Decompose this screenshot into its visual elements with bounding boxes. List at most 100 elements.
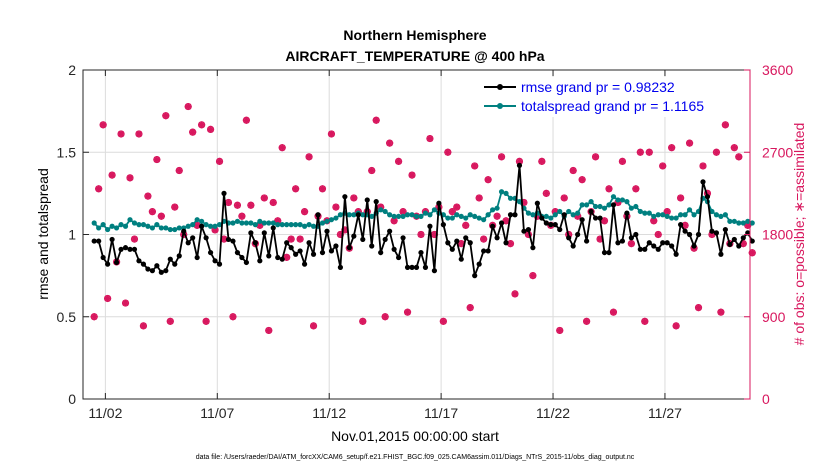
totalspread-series-point <box>530 212 536 218</box>
rmse-series-point <box>400 235 406 241</box>
totalspread-series-point <box>409 212 415 218</box>
totalspread-series-point <box>306 222 312 228</box>
obs-assimilated-point <box>157 212 165 220</box>
rmse-series-point <box>619 238 626 244</box>
totalspread-series-point <box>216 222 223 228</box>
rmse-series-point <box>543 220 549 226</box>
rmse-series-point <box>181 228 187 234</box>
totalspread-series-point <box>543 213 549 220</box>
obs-assimilated-point <box>301 208 309 216</box>
totalspread-series-point <box>727 218 733 224</box>
y-tick-label-left: 0.5 <box>57 309 77 325</box>
obs-assimilated-point <box>695 304 703 312</box>
totalspread-series-point <box>118 222 124 228</box>
rmse-series-point <box>525 226 532 233</box>
obs-assimilated-point <box>399 208 407 216</box>
obs-assimilated-point <box>189 128 197 136</box>
obs-assimilated-point <box>296 235 304 243</box>
obs-assimilated-point <box>238 212 246 220</box>
rmse-series-point <box>261 230 267 236</box>
totalspread-series-point <box>624 199 630 205</box>
rmse-series-point <box>185 240 191 246</box>
axes-layer: 11/02 11/07 11/12 11/17 11/22 11/27 0 0.5 1 1.5 2 0… <box>57 62 794 421</box>
rmse-series-point <box>646 240 652 246</box>
totalspread-series-point <box>601 205 608 211</box>
totalspread-series-point <box>584 202 590 208</box>
y-tick-label-left: 1.5 <box>57 144 77 160</box>
obs-assimilated-point <box>108 171 116 179</box>
obs-assimilated-point <box>439 317 447 325</box>
obs-assimilated-point <box>216 157 224 165</box>
obs-assimilated-point <box>224 199 232 207</box>
totalspread-series-point <box>592 203 599 210</box>
rmse-series-point <box>310 251 317 257</box>
legend-spread-marker <box>497 103 503 109</box>
totalspread-series-point <box>610 194 617 200</box>
obs-assimilated-point <box>650 217 658 225</box>
rmse-series-point <box>651 243 657 249</box>
obs-assimilated-point <box>175 167 183 175</box>
rmse-series-point <box>673 251 679 257</box>
rmse-series-point <box>463 235 469 241</box>
rmse-series-point <box>642 246 648 252</box>
obs-assimilated-point <box>260 194 268 202</box>
totalspread-series-point <box>606 202 612 208</box>
rmse-series-point <box>239 254 245 261</box>
rmse-series-point <box>364 197 370 203</box>
rmse-series-point <box>481 248 487 254</box>
obs-assimilated-point <box>659 162 667 170</box>
totalspread-series-point <box>418 213 424 220</box>
rmse-series-point <box>404 264 411 270</box>
obs-assimilated-point <box>627 240 635 248</box>
rmse-series-point <box>270 225 276 231</box>
rmse-series-point <box>713 230 720 236</box>
totalspread-series-point <box>109 223 115 229</box>
obs-assimilated-point <box>721 121 729 129</box>
rmse-series-point <box>342 194 348 200</box>
rmse-series-point <box>431 268 438 274</box>
obs-assimilated-point <box>310 322 318 330</box>
y-tick-label-right: 3600 <box>762 62 793 78</box>
obs-assimilated-point <box>609 308 617 316</box>
rmse-series-point <box>557 226 563 233</box>
totalspread-series-point <box>395 213 402 220</box>
rmse-series-point <box>601 249 608 256</box>
rmse-series-point <box>279 256 285 262</box>
totalspread-series-point <box>709 208 715 215</box>
obs-assimilated-point <box>448 208 456 216</box>
totalspread-series-point <box>176 225 182 231</box>
obs-assimilated-point <box>184 103 192 111</box>
rmse-series-point <box>136 258 142 264</box>
y-tick-label-right: 1800 <box>762 227 793 243</box>
totalspread-series-point <box>458 213 464 220</box>
rmse-series-point <box>552 222 558 228</box>
totalspread-series-point <box>270 220 276 226</box>
totalspread-series-point <box>369 213 375 220</box>
obs-assimilated-point <box>699 162 707 170</box>
legend-rmse-label: rmse grand pr = 0.98232 <box>521 79 675 95</box>
totalspread-series-point <box>498 189 505 195</box>
obs-assimilated-point <box>305 153 313 161</box>
rmse-series-point <box>324 228 330 234</box>
obs-assimilated-point <box>207 125 215 133</box>
rmse-series-point <box>91 238 97 244</box>
rmse-series-point <box>575 231 581 238</box>
obs-assimilated-point <box>377 203 385 211</box>
totalspread-series-point <box>686 207 693 213</box>
totalspread-series-point <box>575 210 581 216</box>
obs-assimilated-point <box>641 317 649 325</box>
totalspread-series-point <box>476 215 482 221</box>
rmse-series-point <box>373 199 379 205</box>
rmse-series-point <box>418 249 424 256</box>
obs-assimilated-point <box>426 135 434 143</box>
totalspread-series-point <box>557 208 563 215</box>
totalspread-series-point <box>96 225 102 231</box>
rmse-series-point <box>449 246 455 252</box>
obs-assimilated-point <box>130 235 138 243</box>
totalspread-series-point <box>736 220 742 226</box>
totalspread-series-point <box>140 222 147 228</box>
rmse-series-point <box>691 243 697 249</box>
obs-assimilated-point <box>220 235 228 243</box>
obs-assimilated-point <box>247 201 255 209</box>
obs-assimilated-point <box>332 203 340 211</box>
